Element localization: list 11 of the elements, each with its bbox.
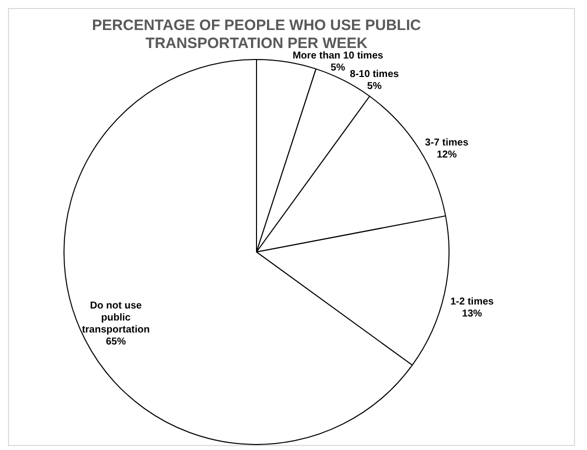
data-label: 5% [330,62,346,74]
data-label: 5% [367,81,382,92]
slice-label: 8-10 times [350,69,400,80]
slice-label: More than 10 times [292,50,384,62]
data-label: 13% [462,308,482,320]
slice-label: 1-2 times [450,296,494,308]
slice-label: 3-7 times [425,138,469,149]
data-label: 12% [436,150,457,161]
chart-title: PERCENTAGE OF PEOPLE WHO USE PUBLIC TRANSPORTATION PER WEEK [92,17,422,52]
slice-label: Do not use public transportation [82,300,150,336]
data-label: 65% [106,336,126,348]
